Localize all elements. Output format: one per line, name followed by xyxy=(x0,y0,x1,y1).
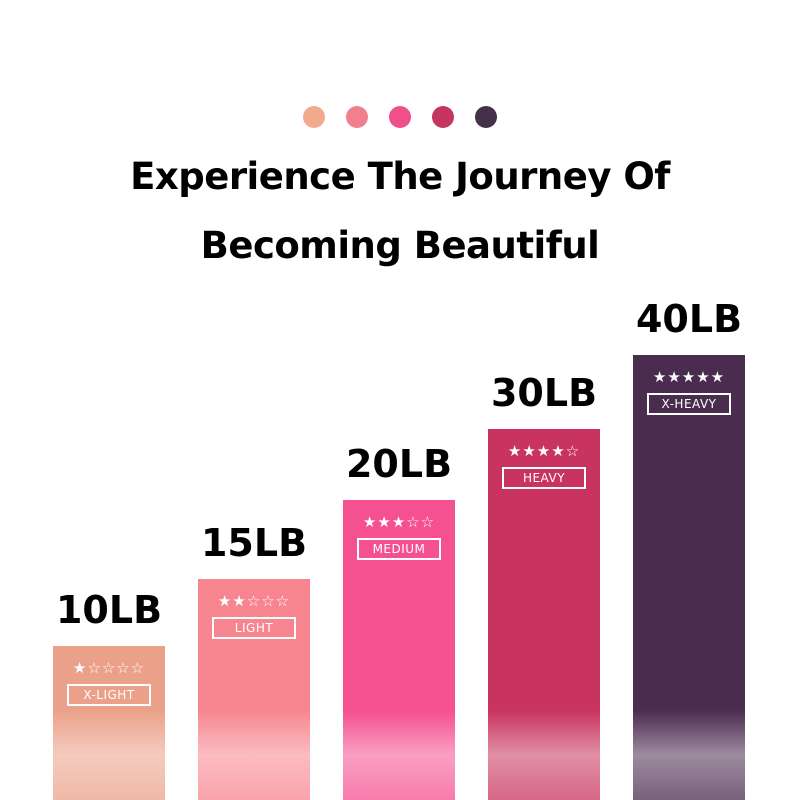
bar xyxy=(53,646,165,800)
value-label: 40LB xyxy=(635,297,743,341)
level-badge: X-HEAVY xyxy=(647,393,731,415)
bar xyxy=(343,500,455,800)
value-label: 20LB xyxy=(345,442,453,486)
bar xyxy=(488,429,600,800)
star-rating-icon: ★★★★☆ xyxy=(507,442,581,460)
color-dots xyxy=(0,106,800,128)
star-rating-icon: ★☆☆☆☆ xyxy=(72,659,146,677)
color-dot xyxy=(346,106,368,128)
color-dot xyxy=(389,106,411,128)
color-dot xyxy=(303,106,325,128)
level-badge: HEAVY xyxy=(502,467,586,489)
color-dot xyxy=(475,106,497,128)
star-rating-icon: ★★★☆☆ xyxy=(362,513,436,531)
value-label: 30LB xyxy=(490,371,598,415)
star-rating-icon: ★★☆☆☆ xyxy=(217,592,291,610)
value-label: 15LB xyxy=(200,521,308,565)
star-rating-icon: ★★★★★ xyxy=(652,368,726,386)
title-line-1: Experience The Journey Of xyxy=(130,155,670,198)
level-badge: MEDIUM xyxy=(357,538,441,560)
color-dot xyxy=(432,106,454,128)
title-line-2: Becoming Beautiful xyxy=(200,224,600,267)
level-badge: X-LIGHT xyxy=(67,684,151,706)
bar xyxy=(633,355,745,800)
level-badge: LIGHT xyxy=(212,617,296,639)
bar xyxy=(198,579,310,800)
value-label: 10LB xyxy=(55,588,163,632)
